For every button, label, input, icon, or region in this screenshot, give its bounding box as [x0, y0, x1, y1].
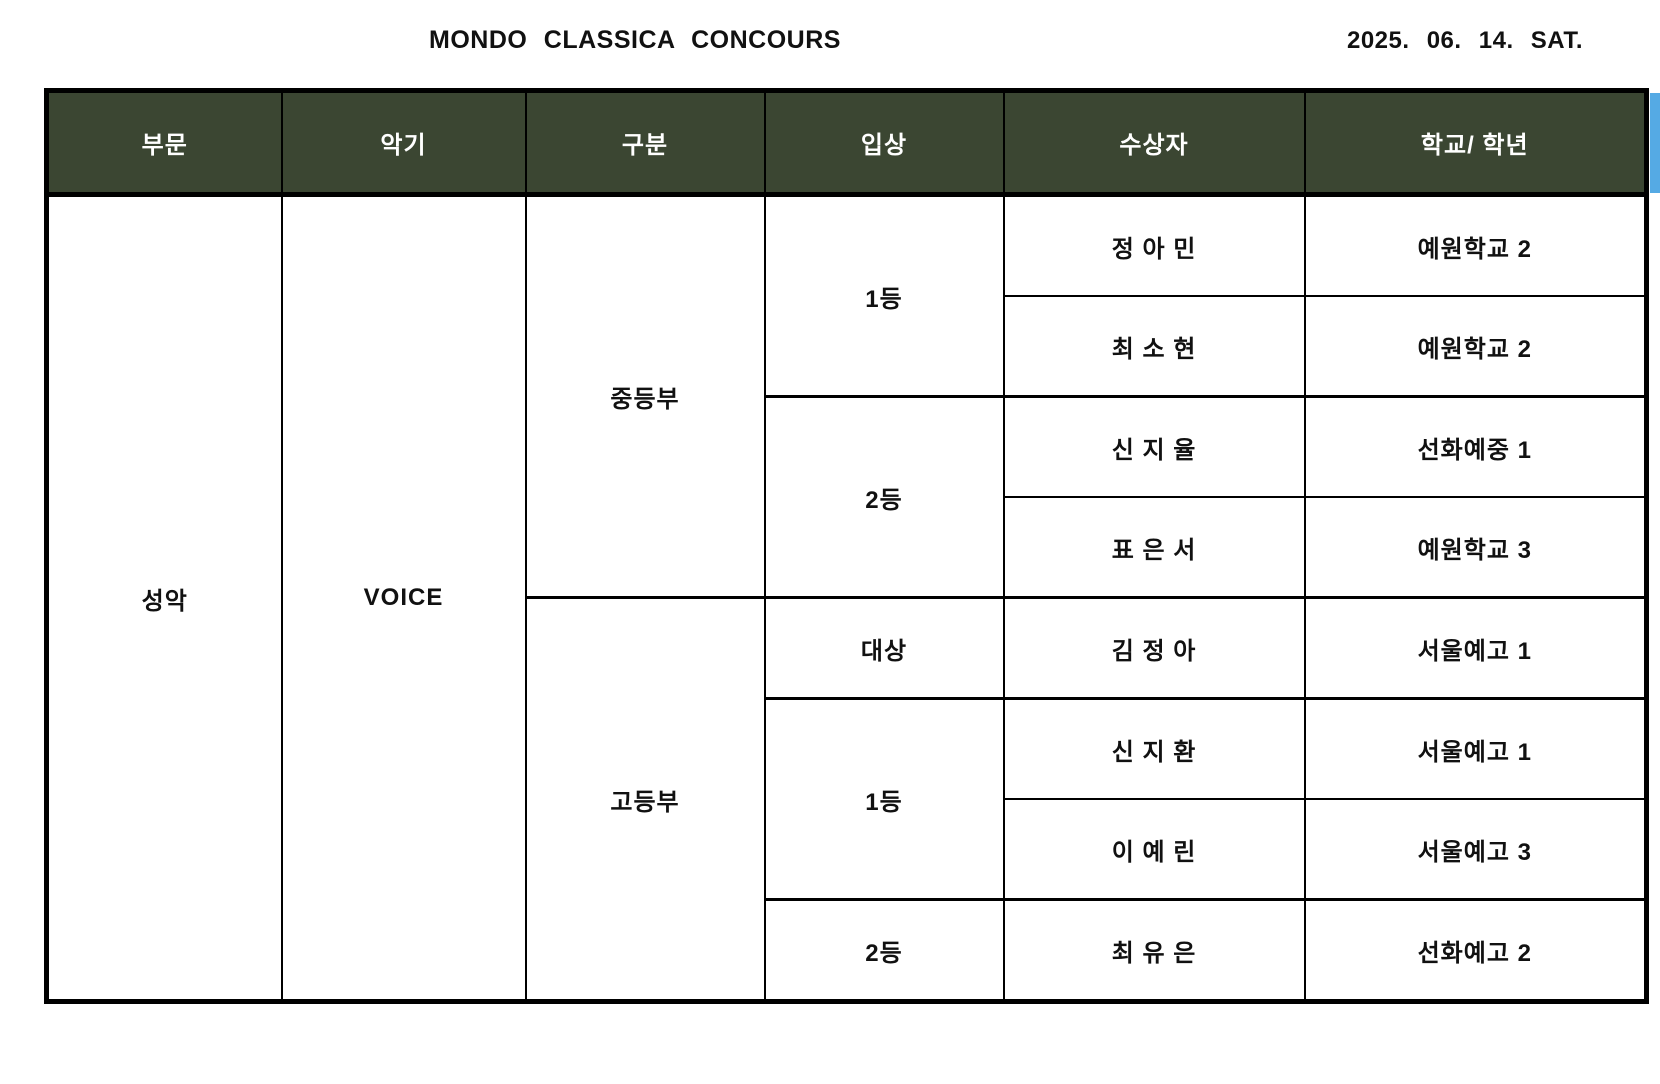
- winner-name-cell: 최 소 현: [1002, 295, 1306, 398]
- header-cell-winner: 수상자: [1002, 89, 1306, 197]
- winner-name-cell: 신 지 환: [1002, 697, 1306, 800]
- division-cell-high: 고등부: [524, 596, 766, 1003]
- school-cell: 예원학교 2: [1303, 295, 1648, 398]
- school-cell: 서울예고 3: [1303, 798, 1648, 901]
- header-cell-division: 구분: [524, 89, 766, 197]
- winner-name-cell: 이 예 린: [1002, 798, 1306, 901]
- awards-table: 부문 악기 구분 입상 수상자 학교/ 학년 성악 VOICE 중등부 1등 정…: [44, 88, 1649, 1004]
- school-cell: 서울예고 1: [1303, 697, 1648, 800]
- winner-name-cell: 표 은 서: [1002, 496, 1306, 599]
- header-cell-instrument: 악기: [280, 89, 527, 197]
- prize-cell: 대상: [763, 596, 1005, 700]
- instrument-cell: VOICE: [280, 193, 527, 1003]
- school-cell: 선화예중 1: [1303, 395, 1648, 498]
- table-row: 2등 최 유 은 선화예고 2: [47, 898, 1648, 1003]
- table-row: 이 예 린 서울예고 3: [47, 798, 1648, 901]
- header-row: 부문 악기 구분 입상 수상자 학교/ 학년: [45, 89, 1648, 197]
- prize-cell: 1등: [763, 193, 1005, 398]
- school-cell: 예원학교 2: [1303, 193, 1648, 297]
- school-cell: 서울예고 1: [1303, 596, 1648, 700]
- table-row: 성악 VOICE 중등부 1등 정 아 민 예원학교 2: [45, 193, 1648, 1003]
- page-title: MONDO CLASSICA CONCOURS: [429, 26, 841, 54]
- prize-cell: 2등: [763, 898, 1005, 1003]
- division-cell-middle: 중등부: [524, 193, 766, 599]
- header-cell-prize: 입상: [763, 89, 1005, 197]
- table-row: 2등 신 지 율 선화예중 1: [47, 395, 1648, 599]
- school-cell: 예원학교 3: [1303, 496, 1648, 599]
- table-row: 표 은 서 예원학교 3: [47, 496, 1648, 599]
- date-label: 2025. 06. 14. SAT.: [1346, 27, 1583, 54]
- header-cell-school: 학교/ 학년: [1303, 89, 1648, 197]
- winner-name-cell: 최 유 은: [1002, 898, 1306, 1003]
- header-cell-category: 부문: [45, 89, 283, 197]
- table-row: 최 소 현 예원학교 2: [47, 295, 1648, 398]
- table-row: 고등부 대상 김 정 아 서울예고 1: [47, 596, 1648, 1003]
- table-row: 1등 신 지 환 서울예고 1: [47, 697, 1648, 901]
- blue-accent-bar: [1650, 93, 1660, 193]
- category-cell: 성악: [45, 193, 283, 1003]
- school-cell: 선화예고 2: [1303, 898, 1648, 1003]
- winner-name-cell: 김 정 아: [1002, 596, 1306, 700]
- awards-table-container: 부문 악기 구분 입상 수상자 학교/ 학년 성악 VOICE 중등부 1등 정…: [44, 88, 1649, 1004]
- prize-cell: 2등: [763, 395, 1005, 599]
- winner-name-cell: 정 아 민: [1002, 193, 1306, 297]
- prize-cell: 1등: [763, 697, 1005, 901]
- winner-name-cell: 신 지 율: [1002, 395, 1306, 498]
